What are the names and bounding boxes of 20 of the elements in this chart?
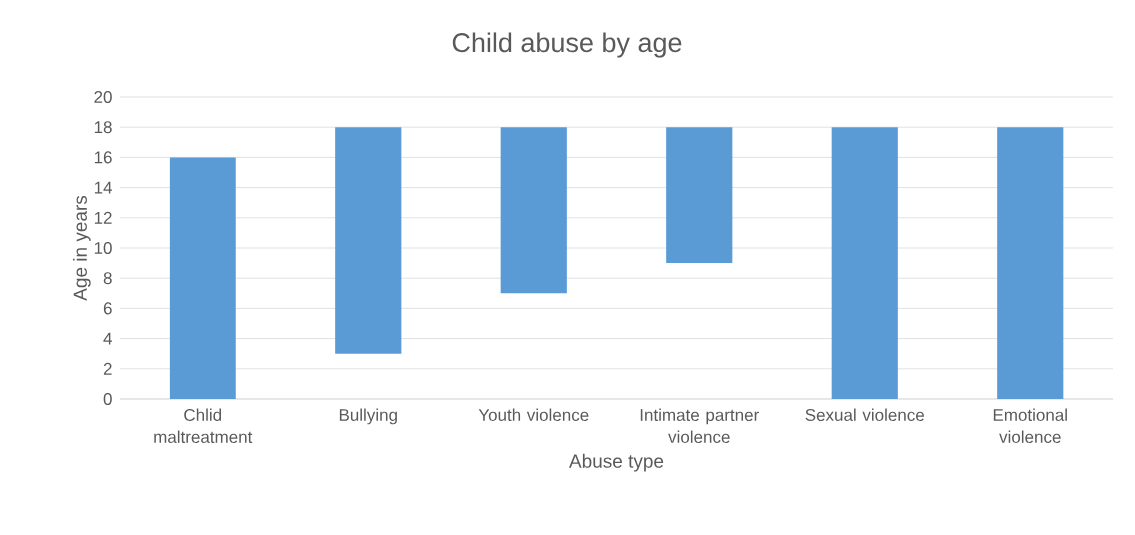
x-tick-label: Sexual violence: [805, 408, 924, 422]
y-tick-label: 14: [94, 181, 112, 194]
x-axis-title: Abuse type: [569, 453, 664, 472]
y-tick-label: 10: [94, 241, 112, 255]
chart-title: Child abuse by age: [452, 32, 682, 58]
y-tick-label: 12: [94, 211, 112, 224]
y-tick-label: 18: [94, 121, 112, 134]
y-tick-label: 0: [103, 392, 112, 406]
x-tick-label: Intimate partner violence: [640, 408, 759, 444]
x-tick-label: Bullying: [339, 408, 397, 425]
y-tick-label: 6: [103, 302, 112, 315]
x-tick-label: Emotional violence: [993, 408, 1067, 444]
y-axis-title: Age in years: [72, 195, 91, 301]
y-tick-label: 16: [94, 151, 112, 164]
y-tick-label: 8: [103, 272, 112, 285]
y-tick-label: 20: [94, 90, 112, 104]
x-tick-label: Chlid maltreatment: [154, 408, 253, 444]
x-tick-label: Youth violence: [478, 408, 589, 422]
y-tick-label: 4: [103, 332, 112, 345]
y-tick-label: 2: [103, 362, 112, 375]
